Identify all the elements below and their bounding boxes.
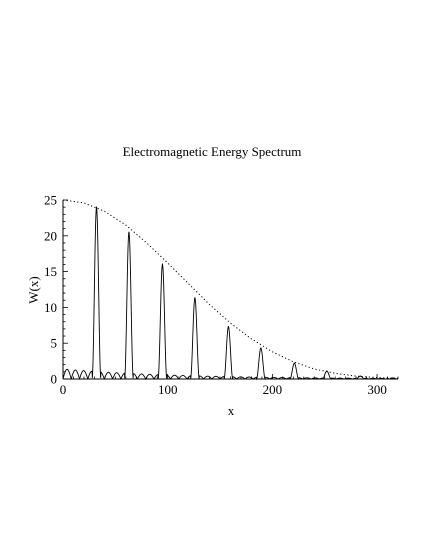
y-tick-label: 10: [44, 300, 57, 315]
y-tick-label: 0: [51, 372, 58, 387]
spectrum-peak-point: [95, 206, 98, 208]
spectrum-peak-point: [293, 362, 295, 364]
x-axis-label: x: [228, 403, 235, 418]
spectrum-peak-point: [359, 375, 361, 377]
y-tick-label: 20: [44, 228, 57, 243]
x-tick-label: 200: [263, 382, 283, 397]
y-axis-label: W(x): [26, 276, 41, 303]
spectrum-series-line: [62, 207, 398, 381]
spectrum-peak-point: [227, 326, 230, 328]
x-tick-label: 0: [60, 382, 67, 397]
y-tick-label: 5: [51, 336, 58, 351]
x-tick-label: 100: [158, 382, 178, 397]
spectrum-peak-point: [326, 370, 328, 372]
spectrum-peak-point: [161, 263, 164, 266]
ticks: 0 100 200 300 0 5 10 15 20 25: [44, 193, 399, 397]
spectrum-peak-point: [392, 377, 394, 379]
y-tick-label: 15: [44, 264, 57, 279]
y-tick-label: 25: [44, 193, 57, 208]
series: [62, 199, 399, 381]
x-tick-label: 300: [367, 382, 387, 397]
chart-title: Electromagnetic Energy Spectrum: [123, 144, 302, 159]
spectrum-peak-point: [260, 347, 262, 349]
spectrum-peak-point: [128, 231, 130, 233]
spectrum-peak-point: [194, 297, 196, 299]
